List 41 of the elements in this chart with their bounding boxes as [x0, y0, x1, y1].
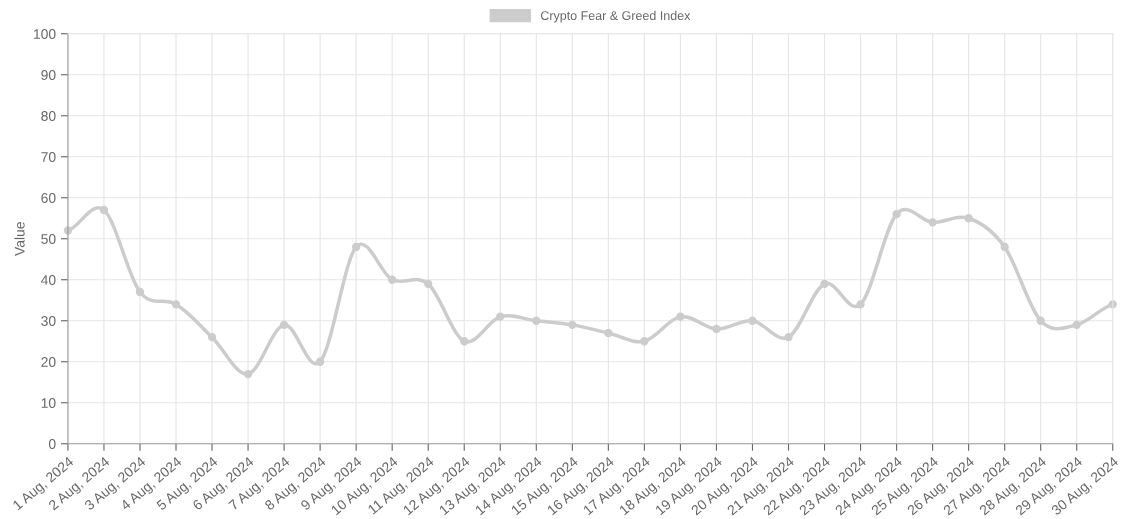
point: [928, 218, 937, 227]
point: [315, 357, 325, 366]
y-tick-label: 80: [41, 111, 56, 121]
y-tick-label: 50: [41, 234, 56, 244]
point: [712, 324, 721, 334]
point: [1036, 316, 1045, 325]
point: [243, 369, 253, 379]
point: [892, 209, 901, 219]
point: [604, 328, 613, 338]
point: [207, 332, 217, 342]
legend-label: Crypto Fear & Greed Index: [540, 10, 691, 23]
point: [820, 279, 829, 289]
y-tick-label: 0: [48, 439, 56, 449]
y-tick-label: 30: [41, 316, 56, 326]
point: [748, 316, 757, 325]
point: [351, 242, 361, 252]
point: [496, 312, 505, 321]
point: [279, 320, 289, 330]
point: [171, 300, 181, 309]
point: [99, 205, 109, 215]
point: [676, 312, 685, 321]
y-tick-label: 60: [41, 193, 56, 203]
point: [1072, 320, 1081, 330]
point: [135, 287, 145, 297]
point: [964, 214, 973, 223]
y-tick-label: 100: [34, 29, 56, 39]
y-tick-label: 40: [40, 275, 56, 285]
point: [856, 300, 865, 309]
y-tick-label: 70: [41, 152, 56, 162]
y-axis-title: Value: [14, 222, 25, 256]
point: [568, 320, 577, 330]
point: [784, 332, 793, 342]
point: [460, 337, 469, 346]
point: [388, 275, 397, 284]
point: [424, 279, 433, 289]
y-tick-label: 90: [41, 70, 56, 80]
y-tick-label: 20: [41, 357, 56, 367]
point: [1000, 242, 1009, 252]
point: [532, 316, 541, 325]
point: [640, 337, 649, 346]
y-tick-label: 10: [41, 398, 56, 408]
